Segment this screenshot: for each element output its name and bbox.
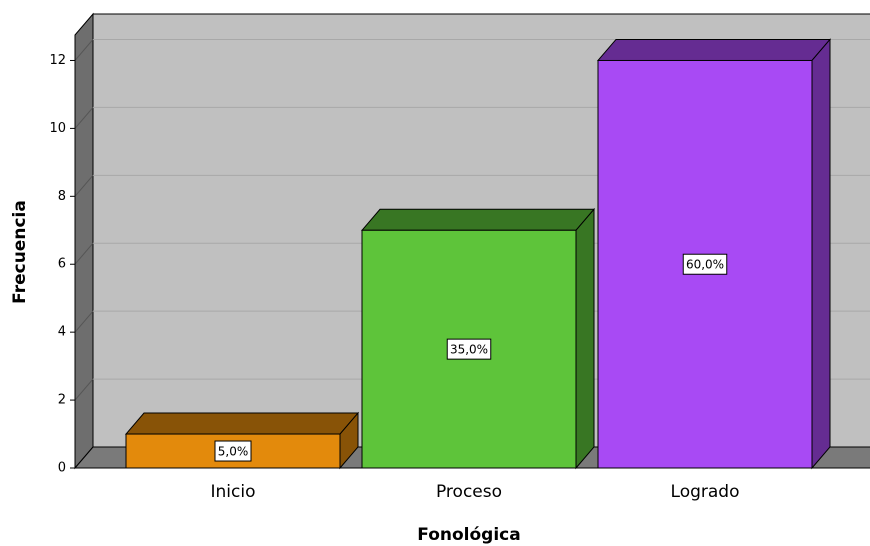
left-wall	[74, 12, 94, 470]
grid-line-side	[74, 39, 94, 61]
grid-line-side	[74, 310, 94, 333]
y-tick-label: 6	[58, 257, 66, 272]
bar-top	[596, 38, 832, 61]
y-tick-label: 4	[58, 325, 66, 340]
bar-side	[575, 207, 595, 470]
grid-line-side	[74, 242, 94, 265]
grid-line-side	[74, 107, 94, 129]
data-label-box	[682, 253, 728, 275]
bar-top	[124, 412, 360, 435]
data-label: 5,0%	[218, 445, 249, 459]
y-tick-label: 10	[49, 121, 66, 136]
data-label-box	[446, 338, 492, 360]
grid-line-side	[74, 378, 94, 401]
data-label: 60,0%	[686, 258, 724, 272]
data-label-box	[214, 440, 252, 462]
y-tick-label: 8	[58, 189, 66, 204]
y-tick-label: 0	[58, 461, 66, 476]
data-label: 35,0%	[450, 343, 488, 357]
y-axis-label: Frecuencia	[10, 200, 30, 304]
bar-top	[360, 208, 596, 231]
x-axis-label: Fonológica	[417, 525, 520, 545]
x-tick-label: Logrado	[671, 482, 740, 502]
y-tick-label: 2	[58, 393, 66, 408]
y-tick-label: 12	[49, 53, 66, 68]
x-tick-label: Proceso	[436, 482, 502, 502]
bar-side	[811, 38, 831, 470]
grid-line-side	[74, 174, 94, 197]
x-tick-label: Inicio	[211, 482, 256, 502]
